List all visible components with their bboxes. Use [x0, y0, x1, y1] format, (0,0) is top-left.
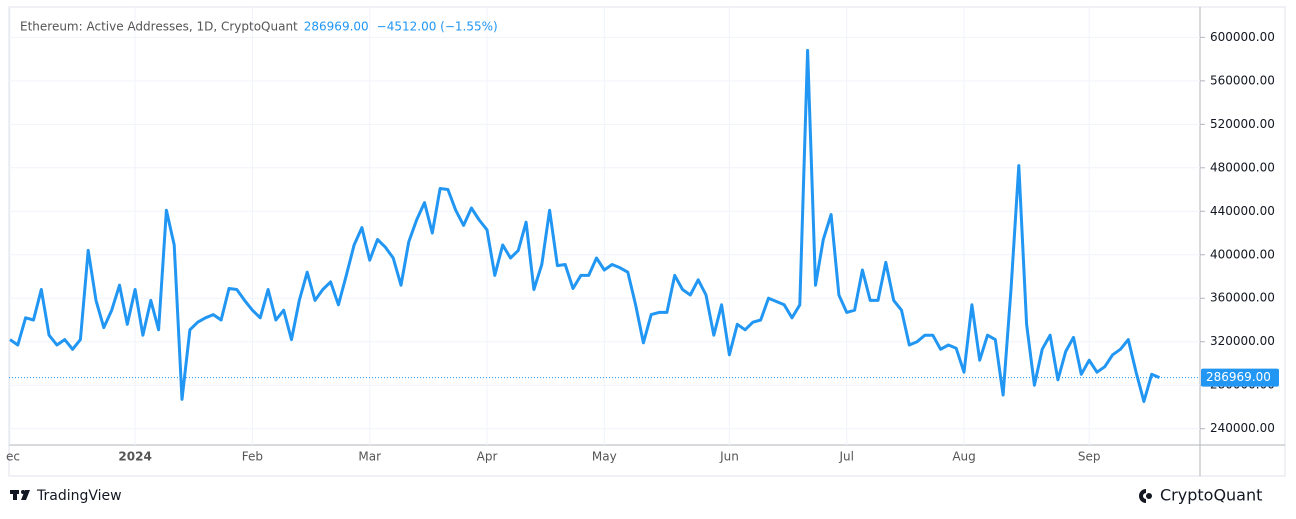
- y-tick-label: 320000.00: [1210, 334, 1275, 348]
- y-tick-label: 480000.00: [1210, 160, 1275, 174]
- x-tick-label: Apr: [477, 450, 498, 464]
- x-tick-label: Jul: [838, 450, 853, 464]
- chart-frame: [8, 6, 1286, 477]
- y-tick-label: 600000.00: [1210, 30, 1275, 44]
- tradingview-brand: TradingView: [36, 488, 122, 504]
- last-value-tag: 286969.00: [1206, 370, 1271, 384]
- y-tick-label: 240000.00: [1210, 421, 1275, 435]
- x-tick-label: ec: [6, 450, 20, 464]
- y-tick-label: 400000.00: [1210, 247, 1275, 261]
- legend-value: 286969.00: [304, 20, 369, 34]
- x-tick-label: Feb: [242, 450, 263, 464]
- chart-title: Ethereum: Active Addresses, 1D, CryptoQu…: [20, 20, 298, 34]
- x-tick-label: Aug: [952, 450, 975, 464]
- y-tick-label: 360000.00: [1210, 291, 1275, 305]
- x-tick-label: May: [592, 450, 617, 464]
- x-tick-label: 2024: [118, 450, 151, 464]
- y-tick-label: 440000.00: [1210, 204, 1275, 218]
- cryptoquant-logo: [1139, 489, 1152, 503]
- cryptoquant-brand: CryptoQuant: [1160, 486, 1262, 505]
- tradingview-logo: [10, 490, 30, 500]
- legend-change: −4512.00 (−1.55%): [377, 20, 498, 34]
- x-tick-label: Sep: [1078, 450, 1101, 464]
- y-tick-label: 520000.00: [1210, 117, 1275, 131]
- x-tick-label: Jun: [719, 450, 739, 464]
- last-value-tag-bg: [1201, 368, 1279, 387]
- x-tick-label: Mar: [358, 450, 381, 464]
- data-line: [9, 48, 1161, 403]
- y-tick-label: 560000.00: [1210, 73, 1275, 87]
